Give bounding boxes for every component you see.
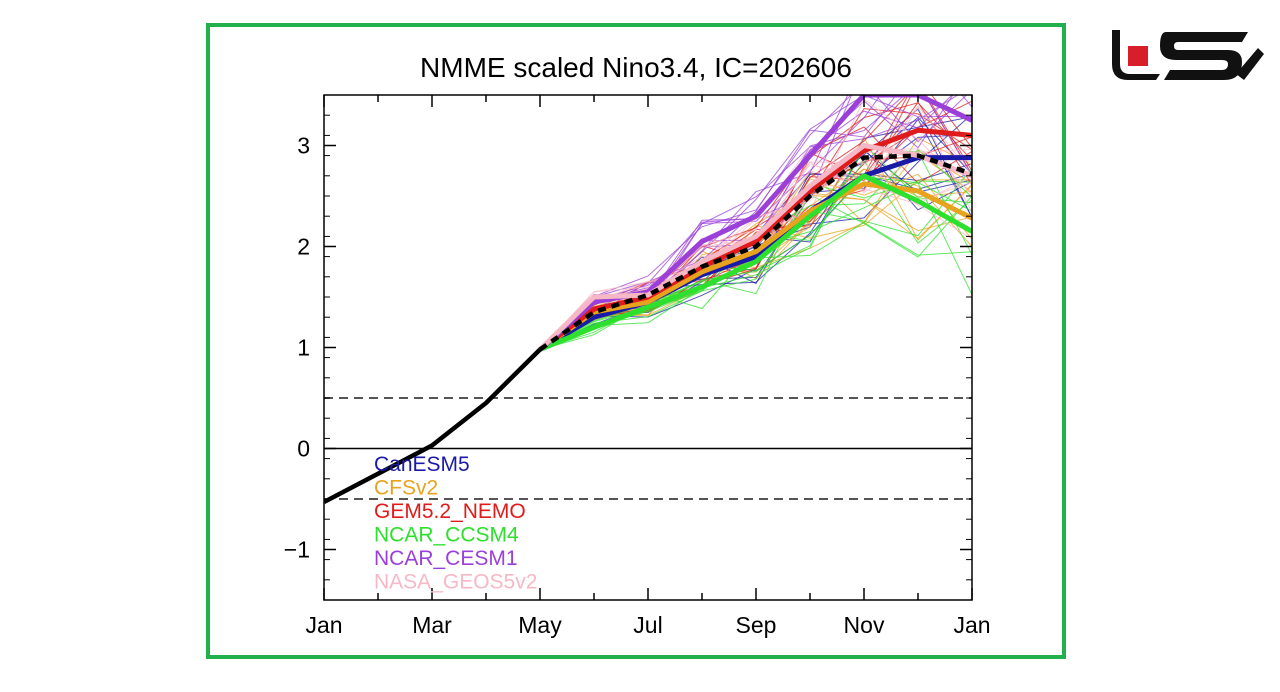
x-tick-label: Jan <box>305 612 342 638</box>
legend-entry: NCAR_CESM1 <box>374 547 518 570</box>
x-tick-label: Jul <box>633 612 662 638</box>
legend-entry: CFSv2 <box>374 477 438 500</box>
x-tick-label: Jan <box>953 612 990 638</box>
series-line <box>538 143 972 352</box>
ensemble-mean-line <box>538 153 972 352</box>
series-line <box>538 155 972 352</box>
legend-entry: NCAR_CCSM4 <box>374 524 519 547</box>
y-tick-label: 1 <box>297 335 310 361</box>
legend-entry: GEM5.2_NEMO <box>374 500 526 523</box>
y-tick-label: 3 <box>297 133 310 159</box>
x-tick-label: Mar <box>412 612 452 638</box>
chart-frame: NMME scaled Nino3.4, IC=202606 −1 0 1 2 3 Jan… <box>206 23 1066 659</box>
series-line <box>539 173 972 352</box>
y-tick-label: 2 <box>297 234 310 260</box>
x-tick-label: Sep <box>736 612 777 638</box>
chart: NMME scaled Nino3.4, IC=202606 −1 0 1 2 3 Jan… <box>284 52 991 638</box>
brand-logo <box>1112 30 1264 80</box>
legend-entry: CanESM5 <box>374 453 470 476</box>
series-line <box>538 181 972 352</box>
legend-entry: NASA_GEOS5v2 <box>374 571 537 594</box>
y-tick-label: −1 <box>284 537 310 563</box>
ensemble-member-line <box>539 176 972 350</box>
ensemble-member-line <box>539 95 968 350</box>
ensemble-member-line <box>539 95 897 350</box>
x-tick-label: Nov <box>844 612 885 638</box>
logo-accent-icon <box>1128 46 1148 66</box>
x-tick-label: May <box>518 612 562 638</box>
observed-line <box>324 347 542 504</box>
chart-title: NMME scaled Nino3.4, IC=202606 <box>420 52 852 83</box>
y-tick-label: 0 <box>297 436 310 462</box>
